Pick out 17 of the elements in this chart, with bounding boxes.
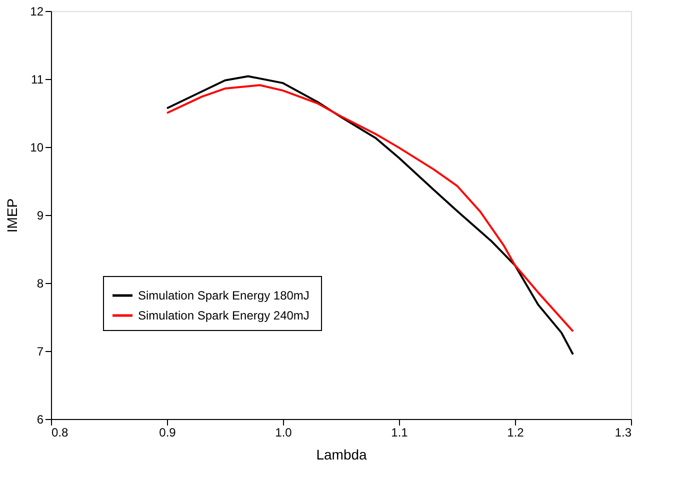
legend-label: Simulation Spark Energy 180mJ [138, 288, 310, 302]
y-tick-label: 9 [36, 208, 44, 222]
x-tick-label: 1.3 [614, 426, 632, 440]
x-tick-label: 1.2 [507, 426, 524, 440]
y-axis-title: IMEP [4, 198, 20, 233]
x-tick-label: 1.1 [391, 426, 408, 440]
y-tick-label: 7 [36, 344, 44, 358]
x-tick-label: 0.9 [159, 426, 176, 440]
y-tick-label: 12 [30, 4, 44, 18]
y-tick-label: 10 [30, 140, 44, 154]
x-axis-title: Lambda [316, 446, 368, 462]
x-tick-label: 1.0 [275, 426, 292, 440]
y-tick-label: 6 [36, 412, 44, 426]
y-tick-label: 8 [36, 276, 44, 290]
y-tick-label: 11 [31, 72, 44, 86]
legend-label: Simulation Spark Energy 240mJ [138, 308, 310, 322]
x-tick-label: 0.8 [52, 426, 69, 440]
